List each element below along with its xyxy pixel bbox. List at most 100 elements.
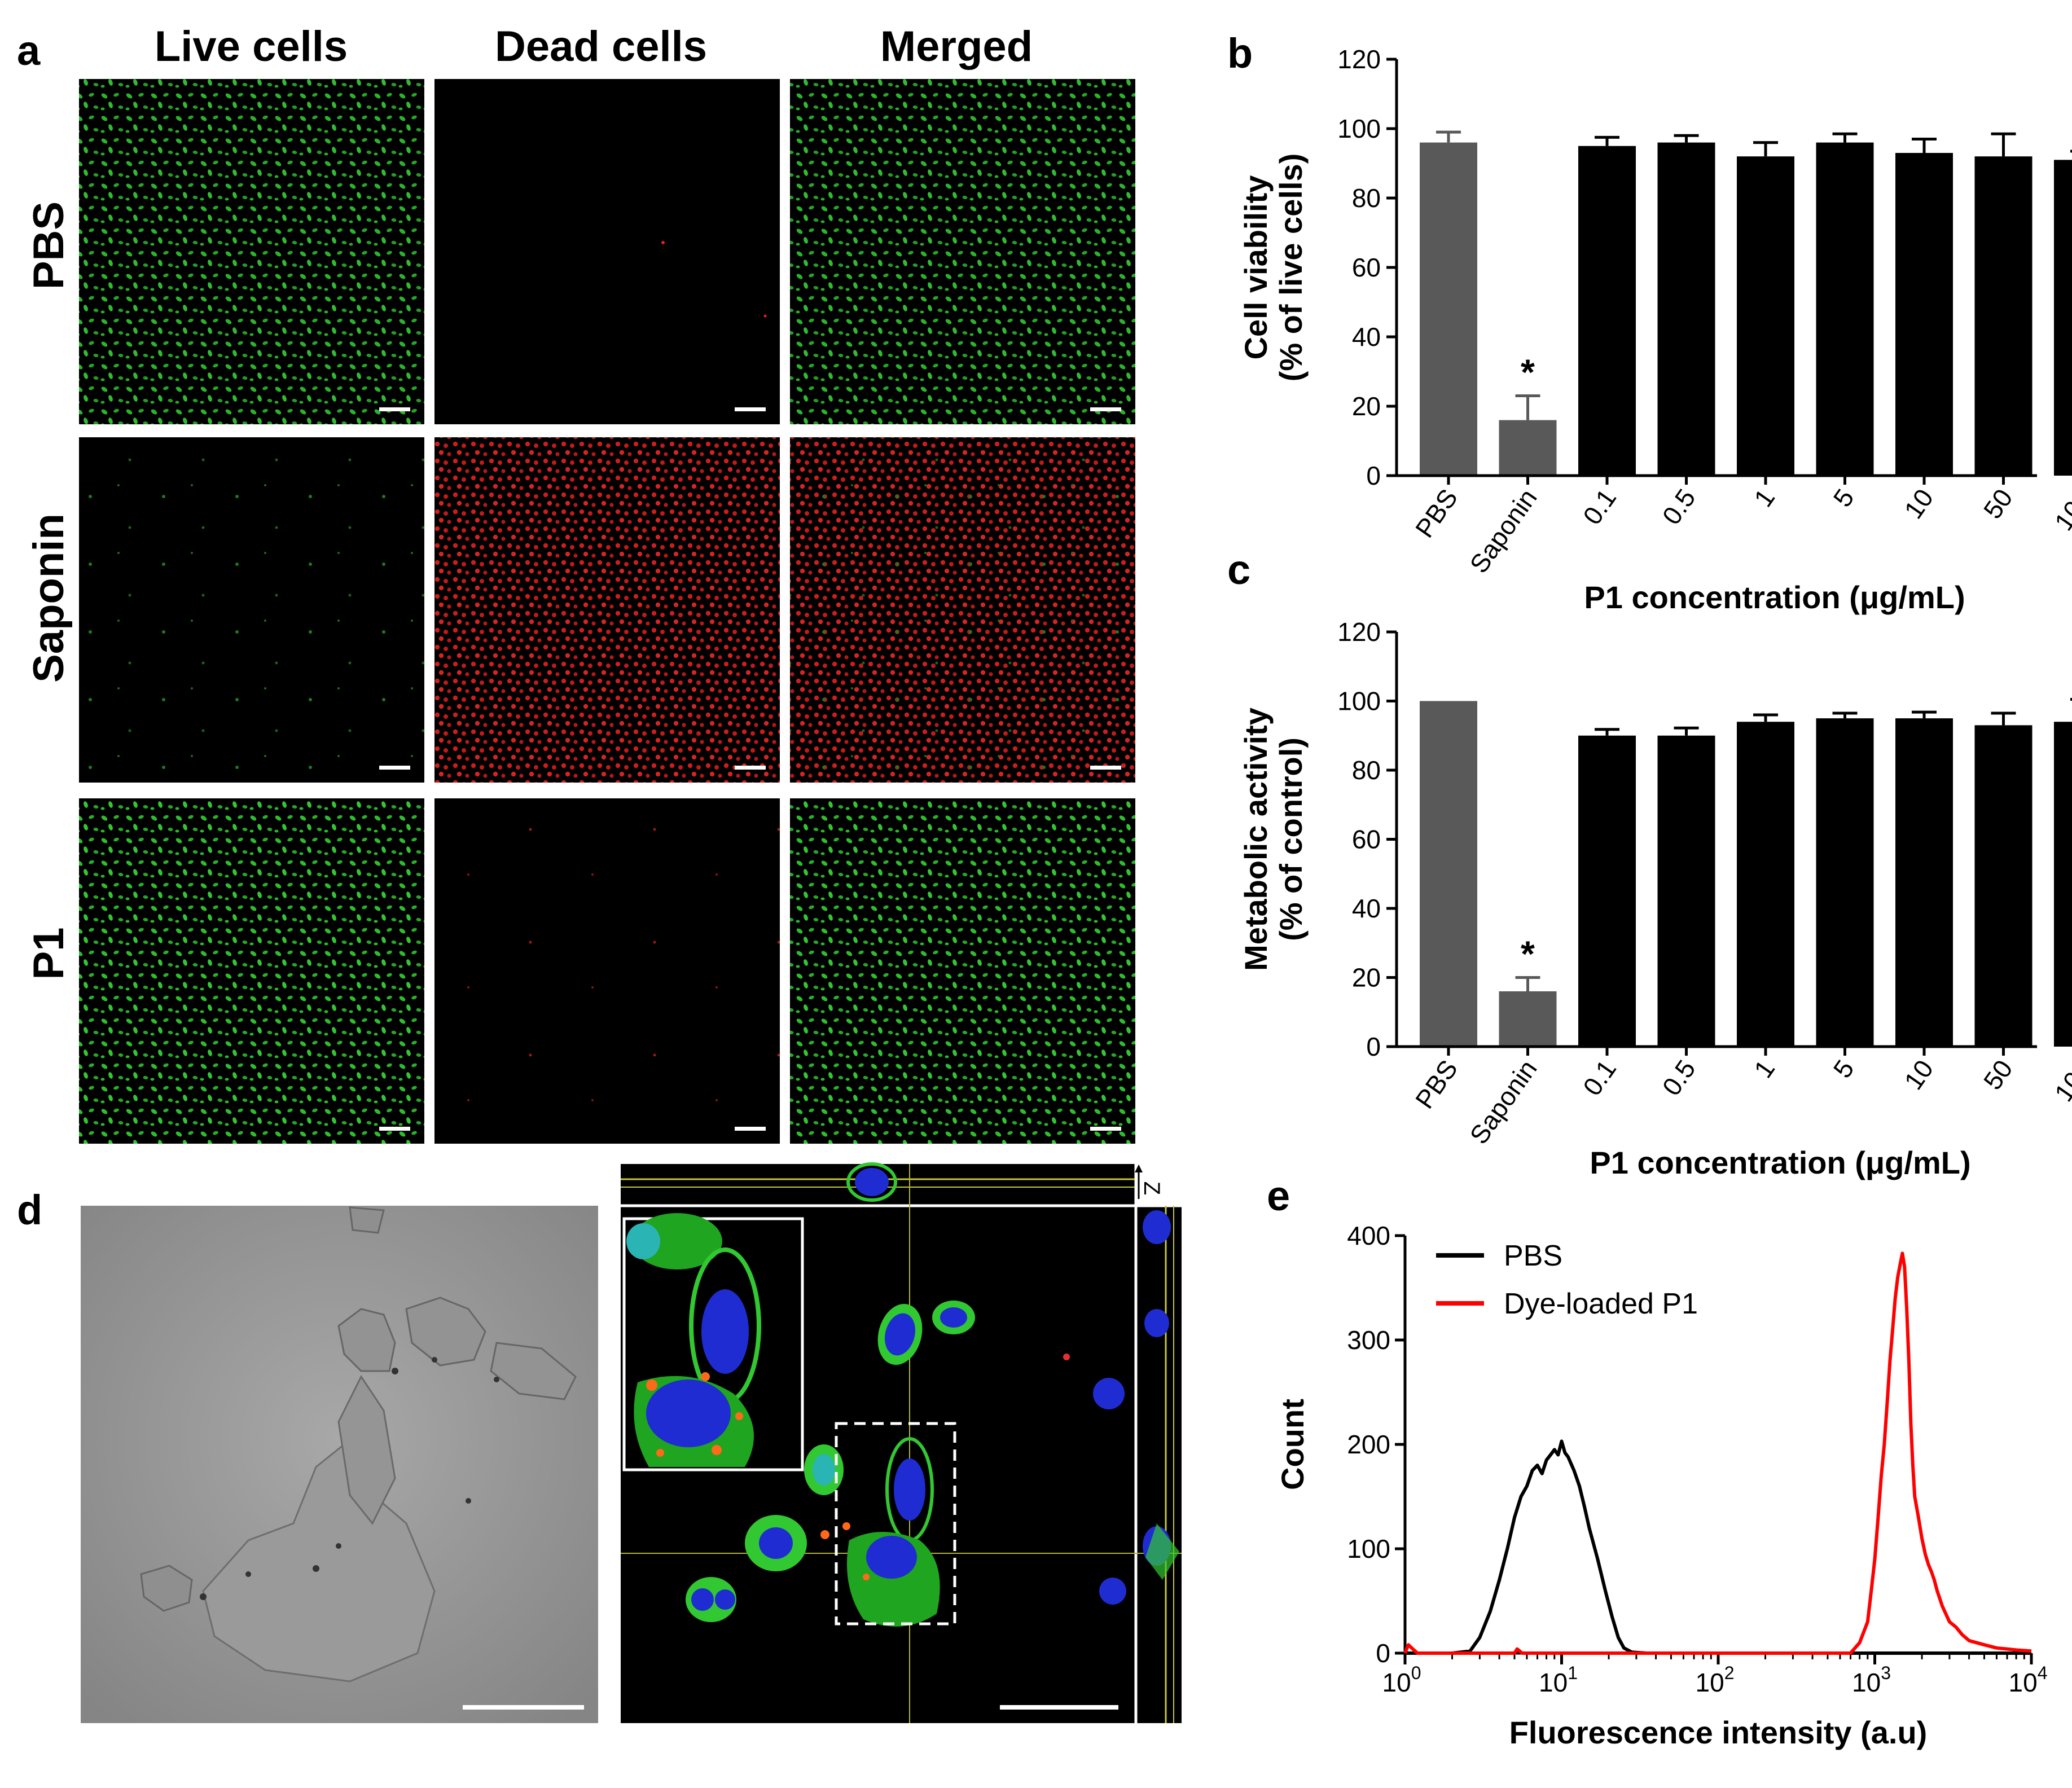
x-tick-label: 104 xyxy=(2009,1663,2048,1697)
x-tick-label: 100 xyxy=(2049,1055,2072,1107)
chart-cell-viability: 0 20 40 60 80 100 120 Cell viability (% of live … xyxy=(1238,45,2072,615)
x-tick-label: 100 xyxy=(1382,1663,1421,1697)
x-tick-label: 0.1 xyxy=(1577,1055,1622,1101)
x-tick-label: 0.1 xyxy=(1577,484,1622,530)
y-axis-label: (% of control) xyxy=(1273,737,1309,941)
bar-1 xyxy=(1737,722,1794,1047)
row-label-p1: P1 xyxy=(25,928,73,980)
x-tick-label: 1 xyxy=(1748,484,1780,512)
x-tick-label: 50 xyxy=(1978,484,2018,524)
micrograph-p1-live xyxy=(79,798,424,1144)
y-axis-label: Count xyxy=(1275,1399,1310,1490)
x-axis-label: P1 concentration (μg/mL) xyxy=(1584,579,1965,615)
y-axis-label: Cell viability xyxy=(1238,175,1274,360)
x-tick-label: PBS xyxy=(1410,1055,1463,1114)
x-tick-label: 1 xyxy=(1748,1055,1780,1083)
x-tick-label: 0.5 xyxy=(1656,1055,1701,1101)
y-tick-label: 40 xyxy=(1352,322,1381,352)
bar-1 xyxy=(1737,156,1794,476)
x-tick-label: 0.5 xyxy=(1656,484,1701,530)
confocal-image: Z xyxy=(621,1162,1182,1723)
scale-bar xyxy=(735,766,766,770)
y-axis-label: (% of live cells) xyxy=(1273,153,1309,382)
y-tick-label: 40 xyxy=(1352,894,1381,923)
x-axis-label: Fluorescence intensity (a.u) xyxy=(1509,1715,1928,1750)
panel-label-c: c xyxy=(1227,546,1250,593)
bar-Saponin xyxy=(1499,991,1557,1047)
scale-bar xyxy=(1000,1705,1118,1710)
z-axis-label: Z xyxy=(1139,1181,1164,1195)
scale-bar xyxy=(735,1127,766,1131)
bar-10 xyxy=(1895,718,1953,1047)
bar-100 xyxy=(2054,160,2072,476)
bar-PBS xyxy=(1420,142,1477,476)
scale-bar xyxy=(379,407,410,411)
scale-bar xyxy=(379,766,410,770)
bar-PBS xyxy=(1420,701,1477,1047)
scale-bar xyxy=(463,1705,584,1710)
bar-5 xyxy=(1816,142,1874,476)
micrograph-saponin-dead xyxy=(434,437,780,783)
y-tick-label: 300 xyxy=(1347,1325,1390,1355)
column-header-merged: Merged xyxy=(880,23,1033,71)
y-tick-label: 80 xyxy=(1352,183,1381,213)
y-tick-label: 60 xyxy=(1352,253,1381,282)
micrograph-p1-merged xyxy=(790,798,1135,1144)
x-tick-label: 5 xyxy=(1827,1055,1859,1083)
row-label-pbs: PBS xyxy=(25,201,73,289)
chart-metabolic-activity: 0 20 40 60 80 100 120 Metabolic activity (% of c… xyxy=(1238,617,2072,1180)
y-tick-label: 0 xyxy=(1366,461,1381,490)
column-header-live-cells: Live cells xyxy=(155,23,348,71)
y-tick-label: 80 xyxy=(1352,755,1381,785)
micrograph-pbs-dead xyxy=(434,79,780,424)
significance-marker: * xyxy=(1521,934,1535,974)
x-tick-label: 10 xyxy=(1898,484,1939,524)
scale-bar xyxy=(379,1127,410,1131)
x-tick-label: 10 xyxy=(1898,1055,1939,1095)
scale-bar xyxy=(735,407,766,411)
y-tick-label: 100 xyxy=(1347,1534,1390,1563)
y-tick-label: 0 xyxy=(1376,1638,1390,1668)
panel-label-d: d xyxy=(17,1187,42,1233)
bar-0.5 xyxy=(1657,142,1715,476)
x-tick-label: 103 xyxy=(1852,1663,1891,1697)
scale-bar xyxy=(1090,1127,1121,1131)
x-tick-label: 5 xyxy=(1827,484,1859,512)
y-tick-label: 100 xyxy=(1337,687,1381,716)
x-tick-label: 100 xyxy=(2049,484,2072,536)
panel-label-e: e xyxy=(1267,1172,1290,1219)
y-axis-label: Metabolic activity xyxy=(1238,708,1274,971)
x-tick-label: Saponin xyxy=(1464,484,1542,578)
series-line-pbs xyxy=(1405,1439,2031,1655)
series-line-dye-loaded-p1 xyxy=(1403,1251,2032,1655)
y-tick-label: 120 xyxy=(1337,45,1381,74)
bar-0.1 xyxy=(1578,146,1636,476)
bar-5 xyxy=(1816,718,1874,1047)
brightfield-image xyxy=(81,1206,598,1723)
x-tick-label: 101 xyxy=(1539,1663,1578,1697)
y-tick-label: 200 xyxy=(1347,1430,1390,1459)
bar-0.1 xyxy=(1578,735,1636,1047)
x-tick-label: Saponin xyxy=(1464,1055,1542,1149)
y-tick-label: 60 xyxy=(1352,825,1381,854)
row-label-saponin: Saponin xyxy=(25,513,73,683)
scale-bar xyxy=(1090,766,1121,770)
scale-bar xyxy=(1090,407,1121,411)
column-header-dead-cells: Dead cells xyxy=(495,23,707,71)
bar-100 xyxy=(2054,722,2072,1047)
x-axis-label: P1 concentration (μg/mL) xyxy=(1590,1145,1970,1180)
legend-label: Dye-loaded P1 xyxy=(1504,1288,1698,1320)
micrograph-saponin-live xyxy=(79,437,424,783)
y-tick-label: 120 xyxy=(1337,617,1381,647)
micrograph-pbs-merged xyxy=(790,79,1135,424)
micrograph-pbs-live xyxy=(79,79,424,424)
x-tick-label: 102 xyxy=(1696,1663,1735,1697)
y-tick-label: 20 xyxy=(1352,963,1381,992)
significance-marker: * xyxy=(1521,352,1535,393)
panel-label-b: b xyxy=(1227,30,1253,77)
bar-50 xyxy=(1974,156,2033,476)
legend-label: PBS xyxy=(1504,1240,1562,1272)
bar-0.5 xyxy=(1657,735,1715,1047)
micrograph-p1-dead xyxy=(434,798,780,1144)
